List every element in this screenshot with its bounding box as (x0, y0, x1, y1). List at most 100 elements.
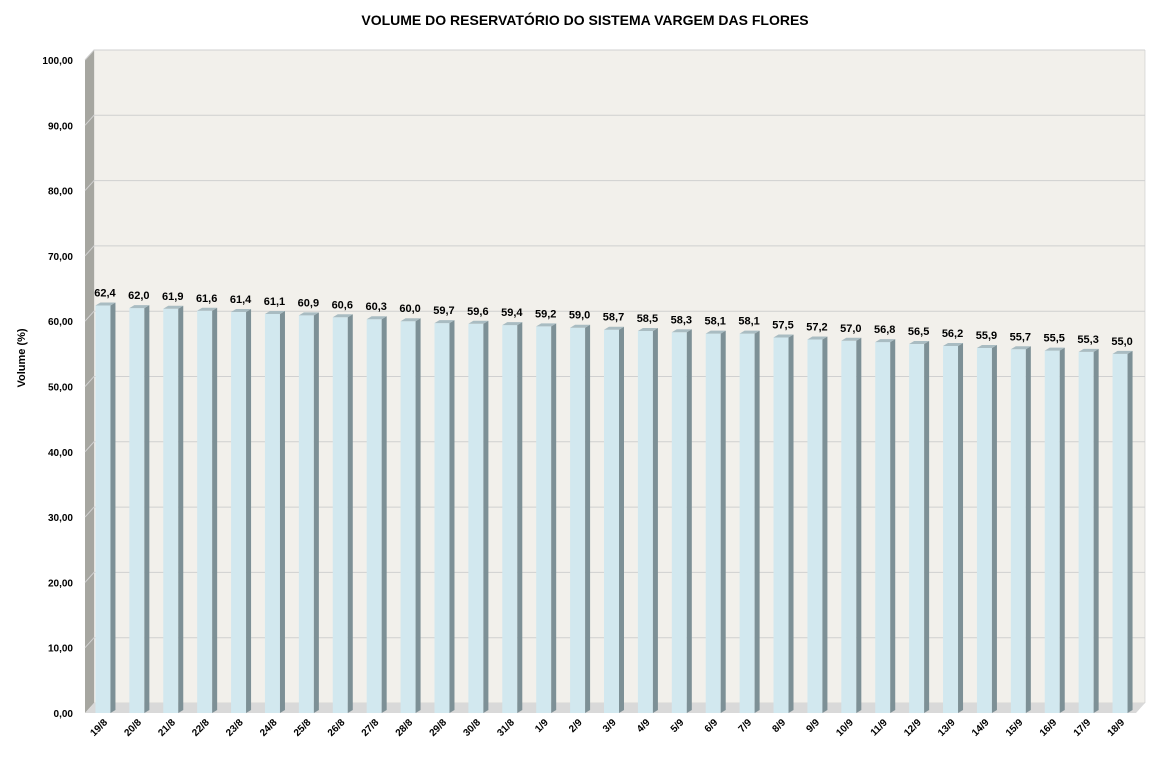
x-tick-label: 15/9 (1004, 717, 1026, 739)
y-tick-label: 70,00 (48, 252, 73, 263)
x-tick-label: 21/8 (156, 717, 178, 739)
bar-top (739, 330, 760, 334)
bar-top (976, 344, 997, 348)
bar-top (163, 305, 184, 309)
bar-top (298, 312, 319, 316)
gridlines (84, 49, 1145, 649)
bar-top (705, 330, 726, 334)
y-tick-label: 100,00 (42, 56, 73, 67)
data-label: 62,4 (94, 288, 116, 300)
y-tick-label: 80,00 (48, 187, 73, 198)
bar-top (841, 337, 862, 341)
bar-top (332, 314, 353, 318)
x-tick-label: 8/9 (771, 717, 789, 735)
bar-front (536, 326, 552, 713)
gridline (84, 114, 1145, 126)
bar-side (1127, 350, 1133, 713)
x-tick-label: 18/9 (1106, 717, 1128, 739)
bar-front (1078, 351, 1094, 713)
bar (1112, 350, 1133, 713)
x-tick-label: 30/8 (461, 717, 483, 739)
data-label: 57,0 (840, 323, 861, 335)
bar (909, 341, 930, 713)
data-label: 58,1 (738, 316, 759, 328)
data-label: 58,7 (603, 312, 624, 324)
bar (332, 314, 353, 713)
bar-top (468, 320, 489, 324)
gridline (84, 245, 1145, 257)
bar-front (95, 305, 111, 713)
x-tick-label: 19/8 (89, 717, 111, 739)
bar-front (976, 347, 992, 713)
data-label: 57,2 (806, 321, 827, 333)
bar-top (1078, 348, 1099, 352)
bar-top (129, 305, 150, 309)
bar-side (178, 305, 184, 713)
data-label: 61,1 (264, 296, 285, 308)
bar (536, 323, 557, 713)
bar (366, 316, 387, 713)
y-tick-label: 30,00 (48, 513, 73, 524)
data-label: 60,6 (332, 299, 353, 311)
x-tick-label: 27/8 (360, 717, 382, 739)
gridline (84, 180, 1145, 191)
y-tick-label: 20,00 (48, 578, 73, 589)
bar-top (1112, 350, 1133, 354)
y-tick-label: 60,00 (48, 317, 73, 328)
bar-side (449, 320, 455, 713)
x-tick-label: 10/9 (834, 717, 856, 739)
bar-front (163, 308, 179, 713)
bar-side (856, 337, 862, 713)
data-label: 59,7 (433, 305, 454, 317)
x-tick-label: 26/8 (326, 717, 348, 739)
data-label: 56,2 (942, 328, 963, 340)
x-tick-label: 6/9 (703, 717, 721, 735)
bar-top (197, 307, 218, 311)
bar (807, 336, 828, 713)
bar-top (264, 311, 285, 315)
bar-side (212, 307, 218, 713)
data-label: 56,5 (908, 326, 929, 338)
bar (570, 324, 591, 713)
y-tick-label: 0,00 (54, 709, 74, 720)
bar-front (468, 323, 484, 713)
y-axis-ticks: 0,00 10,00 20,00 30,00 40,00 50,00 60,00 70,00 8… (42, 56, 73, 720)
x-tick-label: 1/9 (533, 717, 551, 735)
x-tick-label: 24/8 (258, 717, 280, 739)
data-label: 58,1 (704, 316, 725, 328)
bar-top (366, 316, 387, 320)
x-tick-label: 28/8 (394, 717, 416, 739)
x-tick-label: 14/9 (970, 717, 992, 739)
bar-top (570, 324, 591, 328)
bar-front (705, 333, 721, 713)
x-tick-label: 7/9 (737, 717, 755, 735)
bar-side (754, 330, 760, 713)
bar (231, 309, 252, 713)
data-label: 55,5 (1044, 333, 1065, 345)
bar (1010, 346, 1031, 713)
data-label: 58,5 (637, 313, 658, 325)
bar-side (313, 312, 319, 713)
x-tick-label: 9/9 (804, 717, 822, 735)
bar-front (943, 346, 959, 713)
data-label: 60,0 (399, 303, 420, 315)
data-label: 59,6 (467, 306, 488, 318)
bar (671, 329, 692, 713)
data-label: 55,3 (1077, 334, 1098, 346)
bar-front (875, 342, 891, 713)
bar-front (739, 333, 755, 713)
bar (502, 322, 523, 713)
bar-front (400, 321, 416, 713)
data-labels: 62,4 62,0 61,9 61,6 61,4 61,1 60,9 60,6 60,3 60,0… (94, 288, 1133, 348)
x-tick-label: 4/9 (635, 717, 653, 735)
gridline (84, 310, 1145, 322)
bar (875, 339, 896, 713)
bar (400, 318, 421, 713)
bar-side (347, 314, 353, 713)
x-tick-label: 22/8 (190, 717, 212, 739)
bar-front (434, 323, 450, 713)
bar-side (619, 326, 624, 713)
bar (434, 320, 455, 713)
data-label: 56,8 (874, 324, 895, 336)
